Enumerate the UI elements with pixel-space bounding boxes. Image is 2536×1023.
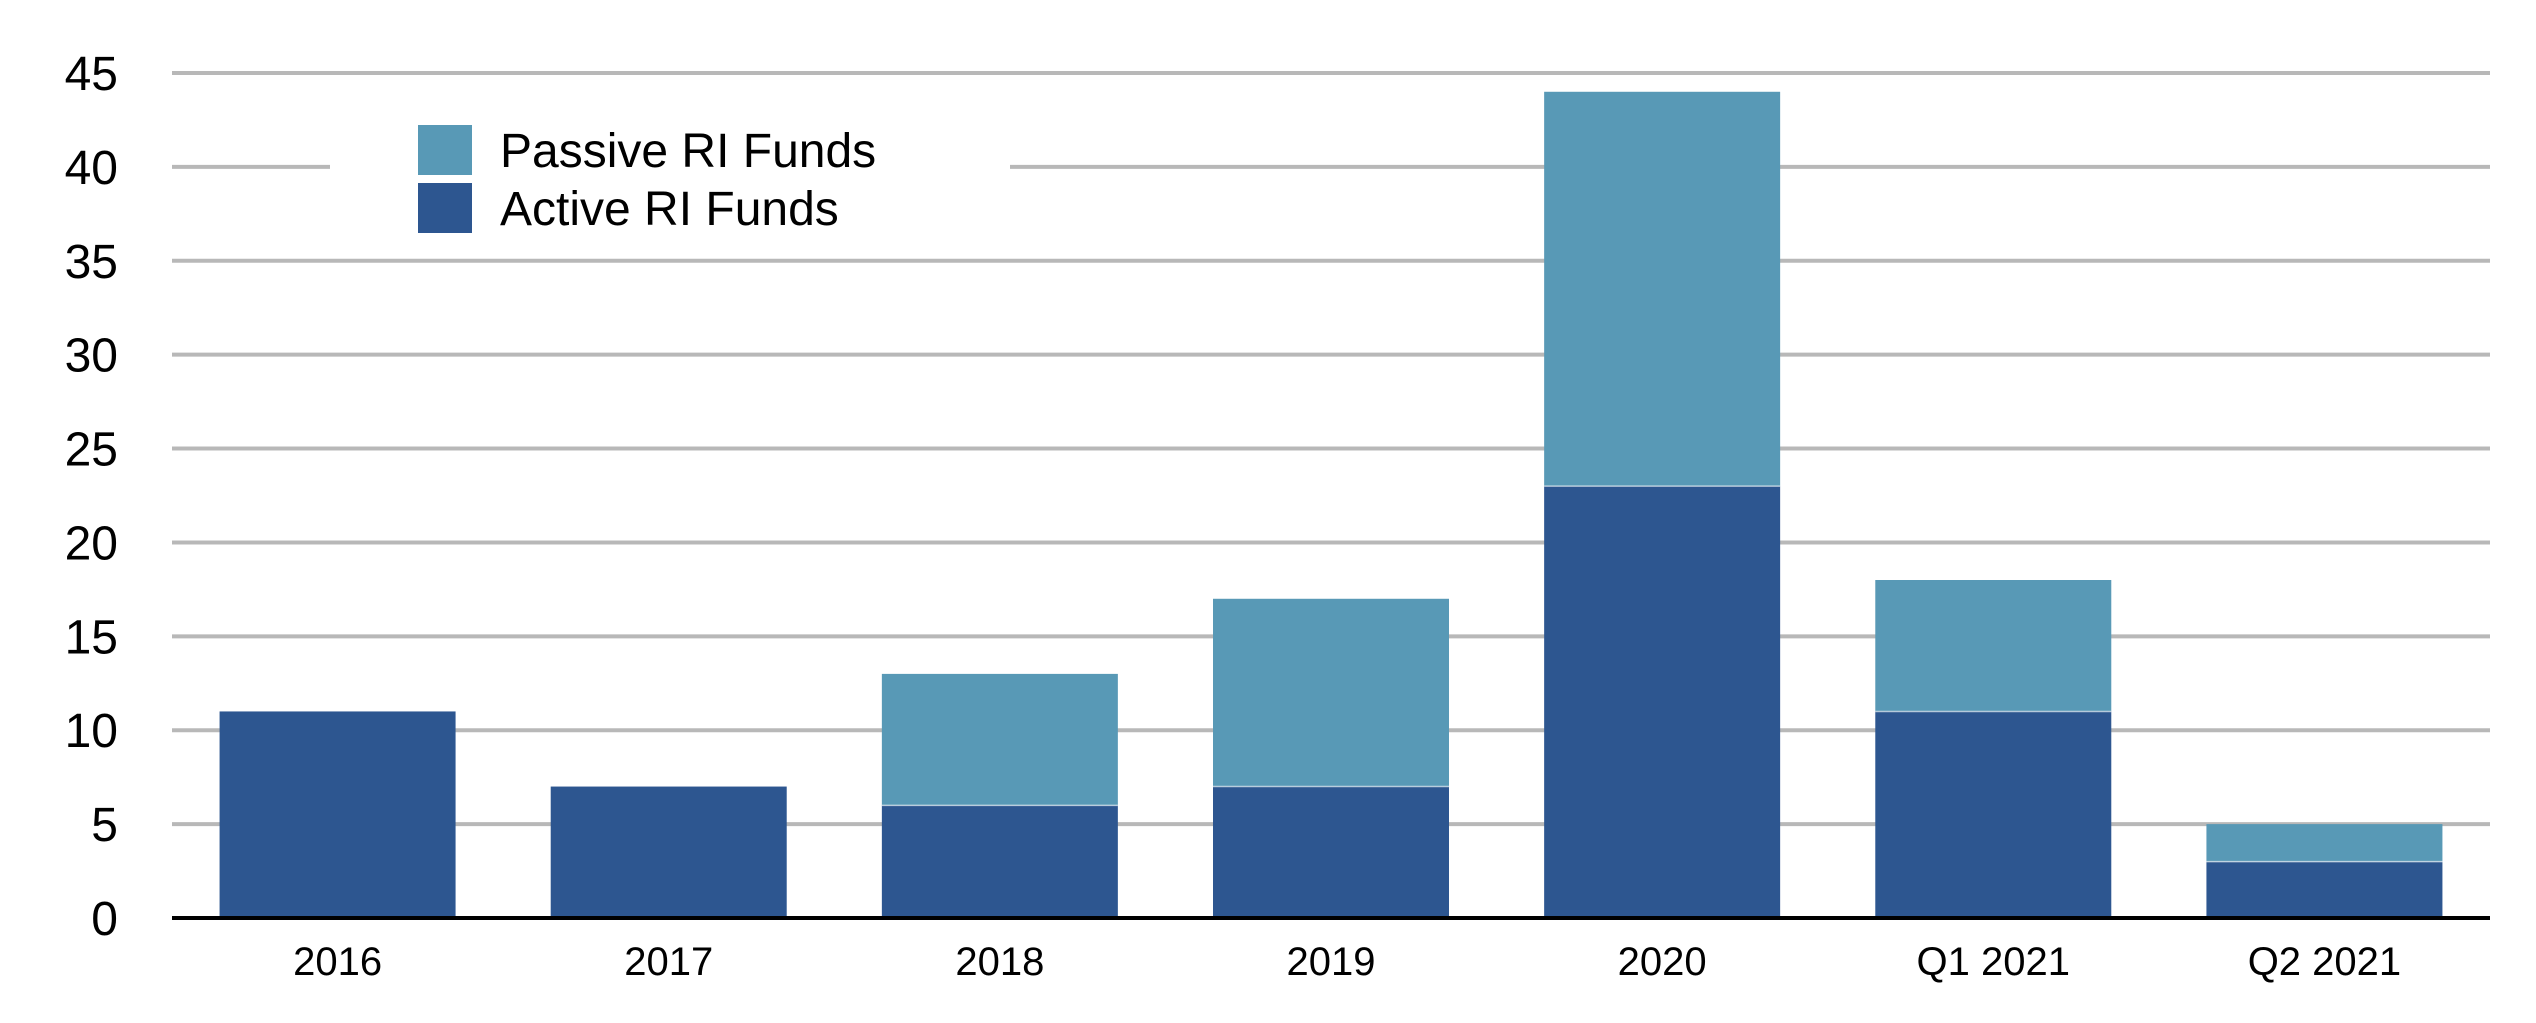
y-tick-label: 15 <box>65 611 118 664</box>
bar-segment <box>1213 598 1449 787</box>
y-tick-label: 35 <box>65 236 118 289</box>
bar-segment <box>1875 711 2112 918</box>
bar-segment <box>1544 91 1781 487</box>
x-tick-label: 2018 <box>955 940 1044 984</box>
legend-swatch <box>418 125 472 175</box>
bar-segment <box>2206 861 2443 918</box>
bars <box>219 91 2443 918</box>
bar-segment <box>2206 824 2443 862</box>
y-tick-label: 30 <box>65 330 118 383</box>
axes: 0 5 10 15 20 25 30 35 40 45 2016 2017 2018 2019 2020 Q1… <box>65 48 2490 984</box>
x-tick-label: 2016 <box>293 940 382 984</box>
bar-segment <box>881 805 1118 918</box>
x-tick-label: 2020 <box>1618 940 1707 984</box>
gridlines <box>172 71 2490 827</box>
bar-segment <box>219 711 456 918</box>
legend-swatch <box>418 183 472 233</box>
bar-segment <box>550 786 787 918</box>
x-tick-label: 2019 <box>1287 940 1376 984</box>
y-tick-label: 45 <box>65 48 118 101</box>
y-tick-label: 20 <box>65 517 118 570</box>
y-tick-label: 40 <box>65 142 118 195</box>
x-tick-label: Q1 2021 <box>1917 940 2070 984</box>
y-tick-label: 0 <box>91 893 118 946</box>
x-tick-label: 2017 <box>624 940 713 984</box>
legend-label: Passive RI Funds <box>500 125 876 178</box>
bar-segment <box>1544 486 1781 918</box>
y-tick-label: 10 <box>65 705 118 758</box>
y-tick-label: 5 <box>91 799 118 852</box>
y-tick-label: 25 <box>65 424 118 477</box>
bar-segment <box>1213 786 1449 918</box>
bar-segment <box>1875 580 2112 712</box>
legend-label: Active RI Funds <box>500 183 839 236</box>
bar-segment <box>881 673 1118 806</box>
x-tick-label: Q2 2021 <box>2248 940 2401 984</box>
